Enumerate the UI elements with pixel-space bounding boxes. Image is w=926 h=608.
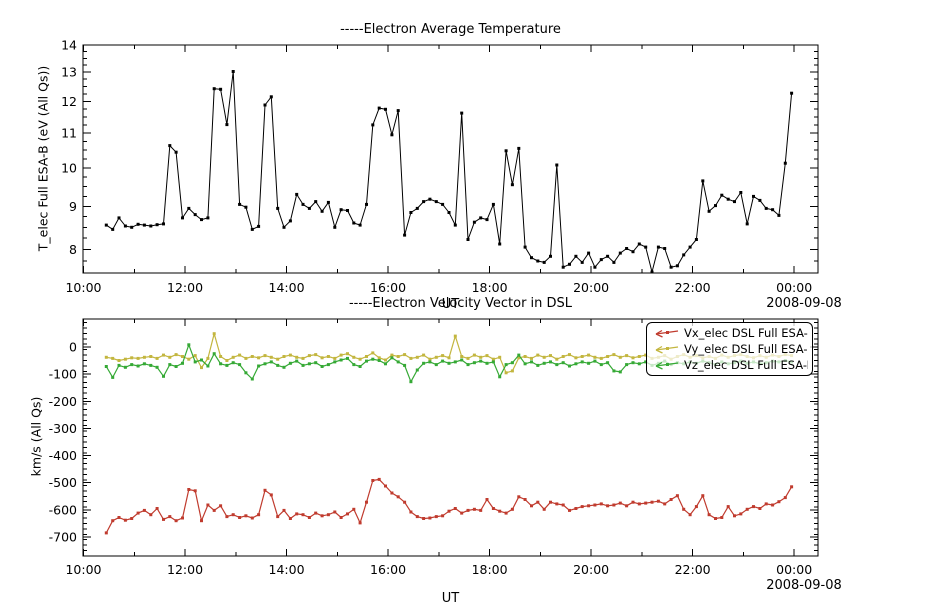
x-tick-label: 00:00 — [776, 280, 812, 295]
y-tick-label: -700 — [49, 529, 77, 544]
legend-entry-vx: Vx_elec DSL Full ESA-B — [651, 325, 808, 341]
vz-line-sample-icon — [655, 361, 679, 370]
velocity-panel-title: -----Electron Velocity Vector in DSL — [348, 296, 573, 311]
x-tick-label: 20:00 — [573, 562, 609, 577]
y-tick-label: -400 — [49, 448, 77, 463]
y-tick-label: 10 — [61, 160, 77, 175]
temperature-panel-title: -----Electron Average Temperature — [340, 22, 561, 37]
tick-marks — [83, 319, 818, 557]
date-label-bottom: 2008-09-08 — [766, 578, 842, 593]
tick-labels: 10:00 12:00 14:00 16:00 18:00 20:00 22:00 00:00… — [49, 339, 813, 577]
temperature-panel: 10:00 12:00 14:00 16:00 18:00 20:00 22:00 00:00… — [61, 38, 819, 296]
series-vx_elec — [104, 477, 794, 535]
y-tick-label: 9 — [69, 199, 77, 214]
y-tick-label: -200 — [49, 394, 77, 409]
legend-box: Vx_elec DSL Full ESA-B Vy_elec DSL Full … — [646, 322, 813, 376]
y-tick-label: -300 — [49, 421, 77, 436]
legend-label-vx: Vx_elec DSL Full ESA-B — [684, 326, 808, 340]
y-tick-label: 13 — [61, 65, 77, 80]
x-tick-label: 16:00 — [370, 280, 406, 295]
temperature-x-axis-label: UT — [441, 297, 460, 312]
tick-marks — [83, 44, 818, 274]
vy-line-sample-icon — [655, 345, 679, 354]
y-tick-label: 12 — [61, 94, 77, 109]
y-tick-label: 8 — [69, 242, 77, 257]
y-tick-label: -600 — [49, 502, 77, 517]
x-tick-label: 18:00 — [472, 562, 508, 577]
x-tick-label: 14:00 — [269, 562, 305, 577]
y-tick-label: 11 — [61, 126, 77, 141]
x-tick-label: 22:00 — [675, 562, 711, 577]
date-label-top: 2008-09-08 — [766, 296, 842, 311]
legend-entry-vz: Vz_elec DSL Full ESA-B — [651, 357, 808, 373]
temperature-y-axis-label: T_elec Full ESA-B (eV (All Qs)) — [35, 65, 51, 252]
x-tick-label: 20:00 — [573, 280, 609, 295]
x-tick-label: 12:00 — [167, 280, 203, 295]
x-tick-label: 16:00 — [370, 562, 406, 577]
y-tick-label: -500 — [49, 475, 77, 490]
x-tick-label: 18:00 — [472, 280, 508, 295]
legend-label-vz: Vz_elec DSL Full ESA-B — [684, 358, 808, 372]
y-tick-label: 14 — [61, 38, 77, 53]
y-tick-label: 0 — [69, 339, 77, 354]
tick-labels: 10:00 12:00 14:00 16:00 18:00 20:00 22:00 00:00… — [61, 38, 812, 296]
vx-line-sample-icon — [655, 329, 679, 338]
x-tick-label: 12:00 — [167, 562, 203, 577]
legend-label-vy: Vy_elec DSL Full ESA-B — [684, 342, 808, 356]
velocity-y-axis-label: km/s (All Qs) — [28, 396, 44, 477]
x-tick-label: 14:00 — [269, 280, 305, 295]
x-tick-label: 10:00 — [65, 280, 101, 295]
x-tick-label: 10:00 — [65, 562, 101, 577]
y-tick-label: -100 — [49, 367, 77, 382]
legend-entry-vy: Vy_elec DSL Full ESA-B — [651, 341, 808, 357]
x-tick-label: 22:00 — [675, 280, 711, 295]
series-t_elec — [104, 70, 794, 273]
x-tick-label: 00:00 — [776, 562, 812, 577]
velocity-x-axis-label: UT — [441, 591, 460, 606]
